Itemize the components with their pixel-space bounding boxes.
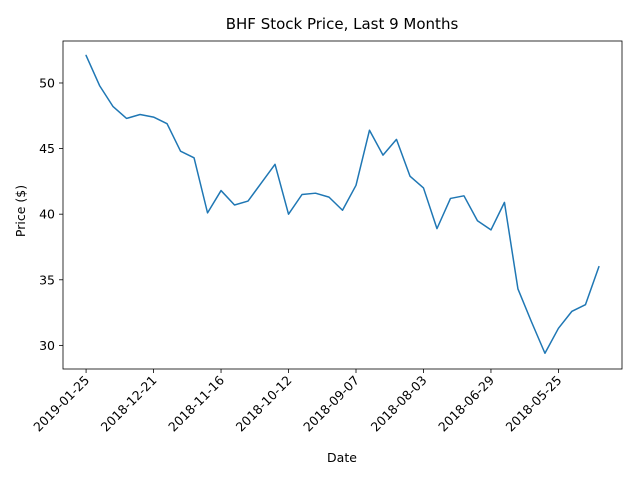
price-line [85,54,600,355]
x-tick-label: 2018-10-12 [233,373,295,435]
x-tick-label: 2018-12-21 [98,373,160,435]
x-tick-label: 2018-06-29 [435,372,497,434]
chart-title: BHF Stock Price, Last 9 Months [226,15,459,33]
y-tick-label: 50 [39,75,55,90]
x-tick-label: 2018-09-07 [300,373,362,435]
y-tick-label: 35 [39,272,55,287]
y-axis-label: Price ($) [13,185,28,237]
y-tick-label: 40 [39,207,55,222]
plot-frame [62,40,623,370]
x-tick-label: 2019-01-25 [30,373,92,435]
x-axis-label: Date [327,450,357,465]
y-tick-label: 30 [39,338,55,353]
x-tick-label: 2018-11-16 [165,372,227,434]
y-tick-label: 45 [39,141,55,156]
x-tick-label: 2018-05-25 [503,373,565,435]
x-tick-label: 2018-08-03 [368,373,430,435]
